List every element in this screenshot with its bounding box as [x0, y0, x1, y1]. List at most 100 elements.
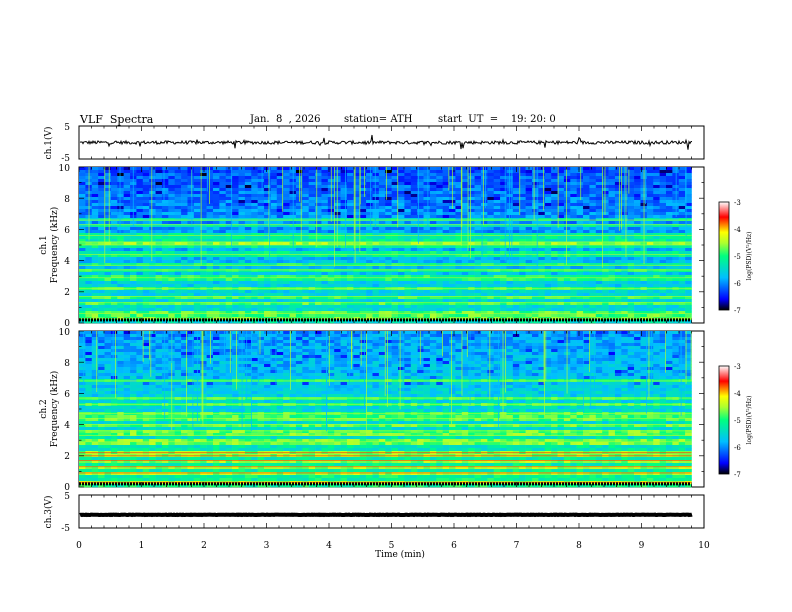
spectrogram-cell [634, 266, 641, 270]
spectrogram-cell [602, 308, 609, 312]
spectrogram-cell [327, 311, 335, 315]
spectrogram-cell [372, 299, 380, 303]
spectrogram-cell [602, 167, 609, 171]
spectrogram-cell [614, 272, 622, 276]
spectrogram-cell [212, 194, 220, 198]
spectrogram-cell [283, 302, 290, 306]
spectrogram-cell [627, 188, 635, 192]
spectrogram-cell [315, 179, 322, 183]
spectrogram-cell [174, 191, 182, 195]
spectrogram-cell [315, 212, 322, 216]
spectrogram-cell [257, 221, 265, 225]
spectrogram-cell [468, 179, 475, 183]
spectrogram-cell [493, 263, 501, 267]
spectrogram-cell [174, 182, 182, 186]
spectrogram-cell [417, 242, 424, 246]
spectrogram-cell [646, 170, 654, 174]
spectrogram-cell [257, 308, 265, 312]
spectrogram-cell [519, 173, 526, 177]
spectrogram-cell [85, 299, 93, 303]
spectrogram-cell [442, 206, 450, 210]
spectrogram-cell [685, 239, 692, 243]
spectrogram-cell [500, 257, 507, 261]
spectrogram-cell [640, 296, 648, 300]
spectrogram-cell [334, 263, 341, 267]
spectrogram-cell [487, 278, 495, 282]
spectrogram-cell [385, 269, 392, 273]
spectrogram-cell [130, 311, 137, 315]
spectrogram-cell [212, 188, 220, 192]
spectrogram-cell [685, 293, 692, 297]
spectrogram-cell [634, 185, 641, 189]
spectrogram-cell [181, 278, 188, 282]
spectrogram-cell [200, 314, 207, 318]
spectrogram-cell [436, 254, 443, 258]
spectrogram-cell [346, 242, 354, 246]
spectrogram-cell [563, 308, 571, 312]
spectrogram-cell [181, 188, 188, 192]
spectrogram-cell [442, 290, 450, 294]
spectrogram-cell [98, 278, 105, 282]
spectrogram-cell [678, 314, 686, 318]
spectrogram-cell [512, 293, 520, 297]
spectrogram-cell [232, 176, 239, 180]
spectrogram-cell [576, 173, 584, 177]
spectrogram-cell [525, 278, 533, 282]
spectrogram-cell [468, 245, 475, 249]
spectrogram-cell [595, 191, 603, 195]
spectrogram-cell [595, 296, 603, 300]
spectrogram-cell [104, 290, 112, 294]
spectrogram-cell [91, 260, 99, 264]
spectrogram-cell [168, 284, 175, 288]
spectrogram-cell [519, 269, 526, 273]
spectrogram-cell [136, 245, 144, 249]
spectrogram-cell [595, 227, 603, 231]
spectrogram-cell [161, 299, 169, 303]
spectrogram-cell [283, 281, 290, 285]
spectrogram-cell [238, 269, 246, 273]
spectrogram-cell [493, 182, 501, 186]
spectrogram-cell [519, 314, 526, 318]
spectrogram-cell [219, 215, 227, 219]
spectrogram-cell [200, 272, 207, 276]
spectrogram-cell [321, 260, 329, 264]
spectrogram-cell [487, 191, 495, 195]
spectrogram-cell [398, 215, 405, 219]
spectrogram-cell [174, 269, 182, 273]
spectrogram-cell [461, 296, 469, 300]
spectrogram-cell [678, 230, 686, 234]
spectrogram-cell [212, 284, 220, 288]
spectrogram-cell [480, 281, 488, 285]
spectrogram-cell [321, 215, 329, 219]
spectrogram-cell [155, 251, 163, 255]
spectrogram-cell [455, 272, 463, 276]
spectrogram-cell [302, 230, 309, 234]
spectrogram-cell [117, 257, 124, 261]
spectrogram-cell [493, 308, 501, 312]
spectrogram-cell [264, 302, 271, 306]
spectrogram-cell [429, 242, 437, 246]
spectrogram-cell [161, 206, 169, 210]
spectrogram-cell [193, 191, 201, 195]
spectrogram-cell [659, 185, 667, 189]
spectrogram-cell [398, 239, 405, 243]
spectrogram-cell [442, 203, 450, 207]
spectrogram-cell [627, 248, 635, 252]
spectrogram-cell [659, 215, 667, 219]
spectrogram-cell [589, 197, 597, 201]
spectrogram-cell [206, 239, 214, 243]
spectrogram-cell [417, 290, 424, 294]
spectrogram-cell [104, 221, 112, 225]
spectrogram-cell [161, 179, 169, 183]
spectrogram-cell [225, 257, 233, 261]
spectrogram-cell [480, 182, 488, 186]
spectrogram-cell [244, 260, 252, 264]
spectrogram-cell [104, 227, 112, 231]
spectrogram-cell [136, 179, 144, 183]
spectrogram-cell [506, 278, 514, 282]
spectrogram-cell [576, 302, 584, 306]
spectrogram-cell [149, 221, 156, 225]
spectrogram-cell [525, 296, 533, 300]
spectrogram-cell [295, 209, 303, 213]
spectrogram-cell [429, 248, 437, 252]
